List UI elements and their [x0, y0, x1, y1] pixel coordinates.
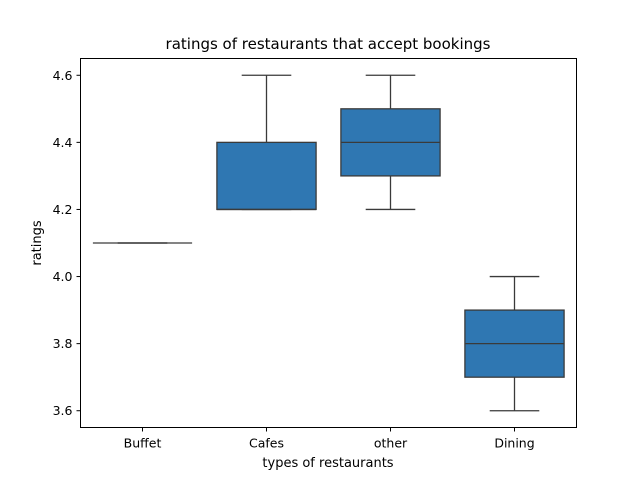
- y-tick-label: 3.8: [53, 336, 73, 351]
- y-tick-label: 4.4: [53, 135, 73, 150]
- chart-title: ratings of restaurants that accept booki…: [166, 35, 491, 53]
- y-axis-label: ratings: [30, 220, 45, 266]
- plot-area: [92, 74, 565, 412]
- y-tick-label: 4.6: [53, 68, 73, 83]
- plot-frame: [80, 58, 577, 428]
- x-tick-label: Dining: [494, 436, 534, 451]
- y-tick-label: 4.2: [53, 202, 73, 217]
- x-tick-label: Buffet: [124, 436, 162, 451]
- box-group-cafes: [216, 74, 317, 211]
- box-iqr: [216, 141, 317, 211]
- x-tick-label: Cafes: [249, 436, 284, 451]
- y-tick-label: 4.0: [53, 269, 73, 284]
- x-axis-label: types of restaurants: [262, 456, 393, 471]
- box-group-other: [340, 74, 441, 211]
- box-group-dining: [464, 275, 565, 412]
- x-tick-label: other: [374, 436, 408, 451]
- y-tick-label: 3.6: [53, 403, 73, 418]
